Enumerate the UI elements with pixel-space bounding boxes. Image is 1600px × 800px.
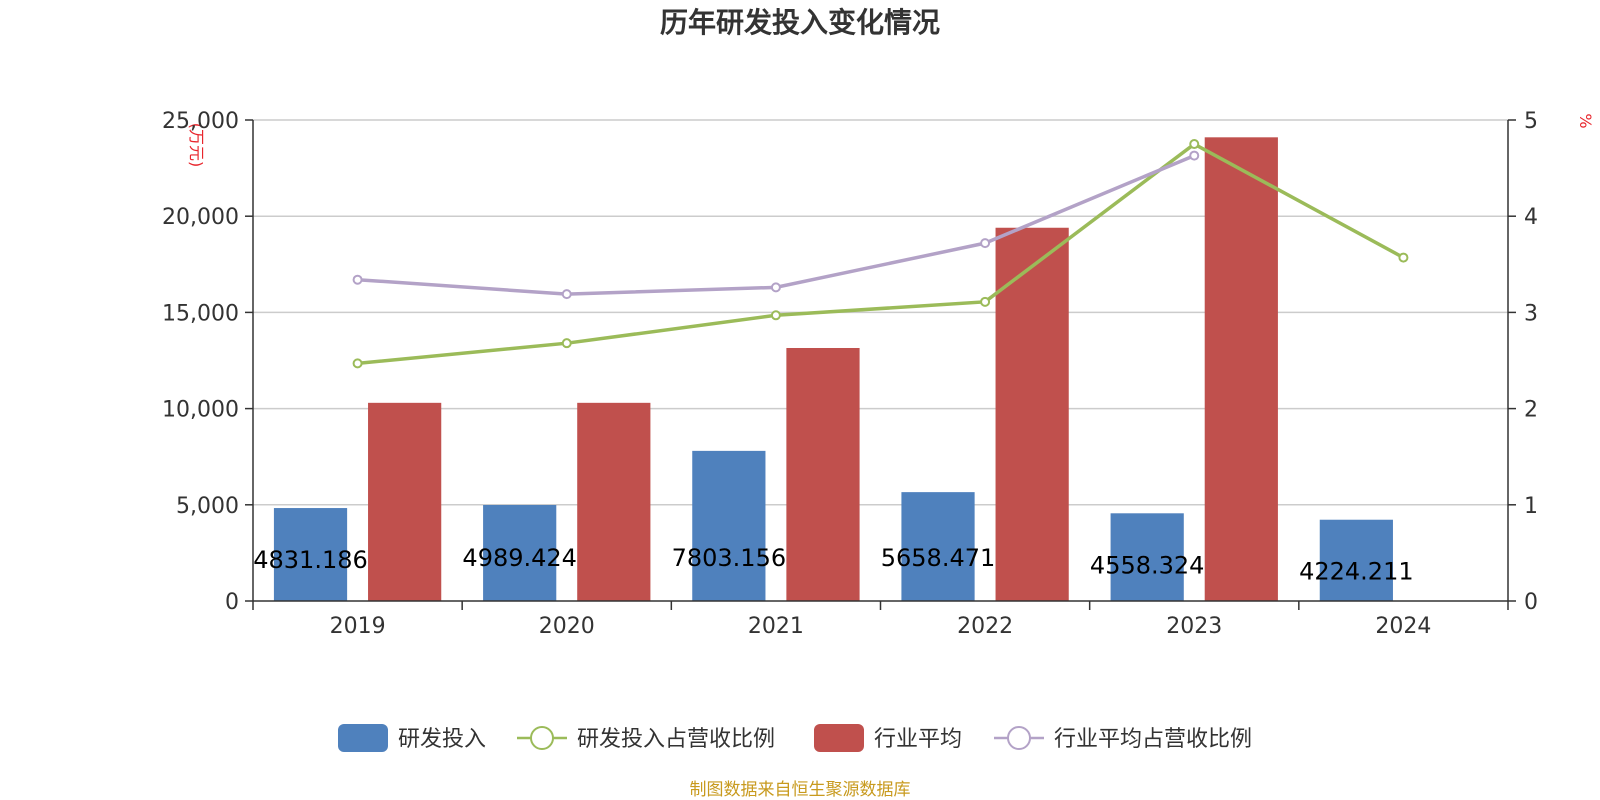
right-axis-tick-label: 5 bbox=[1524, 109, 1538, 134]
bars bbox=[273, 137, 1393, 602]
rd-ratio-point bbox=[980, 296, 991, 307]
bar-value-label: 5658.471 bbox=[881, 544, 996, 572]
left-axis-tick-label: 20,000 bbox=[162, 205, 239, 230]
legend-swatch bbox=[338, 724, 388, 752]
x-axis-label: 2022 bbox=[957, 614, 1013, 639]
rd-ratio-point bbox=[1398, 252, 1409, 263]
axes: 0 0 5,000 1 10,000 2 15,000 3 20,000 4 25,000 5 2019… bbox=[162, 109, 1538, 639]
bar-value-label: 4989.424 bbox=[462, 544, 577, 572]
legend-marker bbox=[530, 726, 554, 750]
legend-label: 研发投入占营收比例 bbox=[577, 727, 775, 752]
industry-ratio-point bbox=[1189, 150, 1200, 161]
left-axis-tick-label: 10,000 bbox=[162, 398, 239, 423]
left-axis-tick-label: 0 bbox=[225, 590, 239, 615]
rd-ratio-line bbox=[357, 141, 1405, 366]
right-axis-tick-label: 2 bbox=[1524, 398, 1538, 423]
left-axis-tick-label: 25,000 bbox=[162, 109, 239, 134]
rd-investment-bar bbox=[1110, 513, 1184, 601]
industry-average-bar bbox=[368, 402, 442, 601]
industry-ratio-point bbox=[770, 282, 781, 293]
rd-ratio-point bbox=[561, 338, 572, 349]
right-axis-tick-label: 3 bbox=[1524, 301, 1538, 326]
rd-ratio-point bbox=[1189, 139, 1200, 150]
industry-average-bar bbox=[995, 227, 1069, 601]
left-axis-unit: (万元) bbox=[187, 123, 206, 168]
left-axis-tick-label: 5,000 bbox=[176, 494, 239, 519]
industry-ratio-point bbox=[980, 238, 991, 249]
left-axis-tick-label: 15,000 bbox=[162, 301, 239, 326]
right-axis-tick-label: 0 bbox=[1524, 590, 1538, 615]
industry-average-bar bbox=[577, 402, 651, 601]
bar-value-label: 7803.156 bbox=[672, 544, 787, 572]
bar-value-label: 4831.186 bbox=[253, 546, 368, 574]
rd-investment-bar bbox=[692, 450, 766, 601]
x-axis-label: 2021 bbox=[748, 614, 804, 639]
right-axis-tick-label: 1 bbox=[1524, 494, 1538, 519]
bar-value-label: 4224.211 bbox=[1299, 558, 1414, 586]
x-axis-label: 2020 bbox=[539, 614, 595, 639]
chart-title: 历年研发投入变化情况 bbox=[660, 6, 940, 39]
rd-investment-bar bbox=[273, 508, 348, 601]
legend-label: 行业平均 bbox=[874, 727, 962, 752]
rd-ratio-point bbox=[770, 310, 781, 321]
rd-ratio-point bbox=[352, 358, 363, 369]
legend: 研发投入 研发投入占营收比例 行业平均 行业平均占营收比例 bbox=[338, 724, 1252, 752]
lines bbox=[352, 139, 1409, 369]
rd-investment-bar bbox=[483, 505, 557, 601]
gridlines bbox=[253, 119, 1508, 506]
legend-marker bbox=[1007, 726, 1031, 750]
rd-investment-bar bbox=[1319, 519, 1393, 601]
source-note: 制图数据来自恒生聚源数据库 bbox=[690, 780, 911, 800]
industry-ratio-point bbox=[352, 274, 363, 285]
x-axis-label: 2024 bbox=[1375, 614, 1431, 639]
legend-label: 研发投入 bbox=[398, 727, 486, 752]
x-axis-label: 2023 bbox=[1166, 614, 1222, 639]
industry-average-bar bbox=[786, 347, 860, 601]
bar-value-label: 4558.324 bbox=[1090, 551, 1205, 579]
right-axis-tick-label: 4 bbox=[1524, 205, 1538, 230]
right-axis-unit: % bbox=[1576, 113, 1595, 128]
legend-label: 行业平均占营收比例 bbox=[1054, 727, 1252, 752]
x-axis-label: 2019 bbox=[330, 614, 386, 639]
rd-investment-bar bbox=[901, 492, 975, 601]
industry-average-bar bbox=[1204, 137, 1278, 602]
data-labels: 4831.186 4989.424 7803.156 5658.471 4558.324… bbox=[253, 544, 1413, 586]
legend-swatch bbox=[814, 724, 864, 752]
industry-ratio-point bbox=[561, 289, 572, 300]
